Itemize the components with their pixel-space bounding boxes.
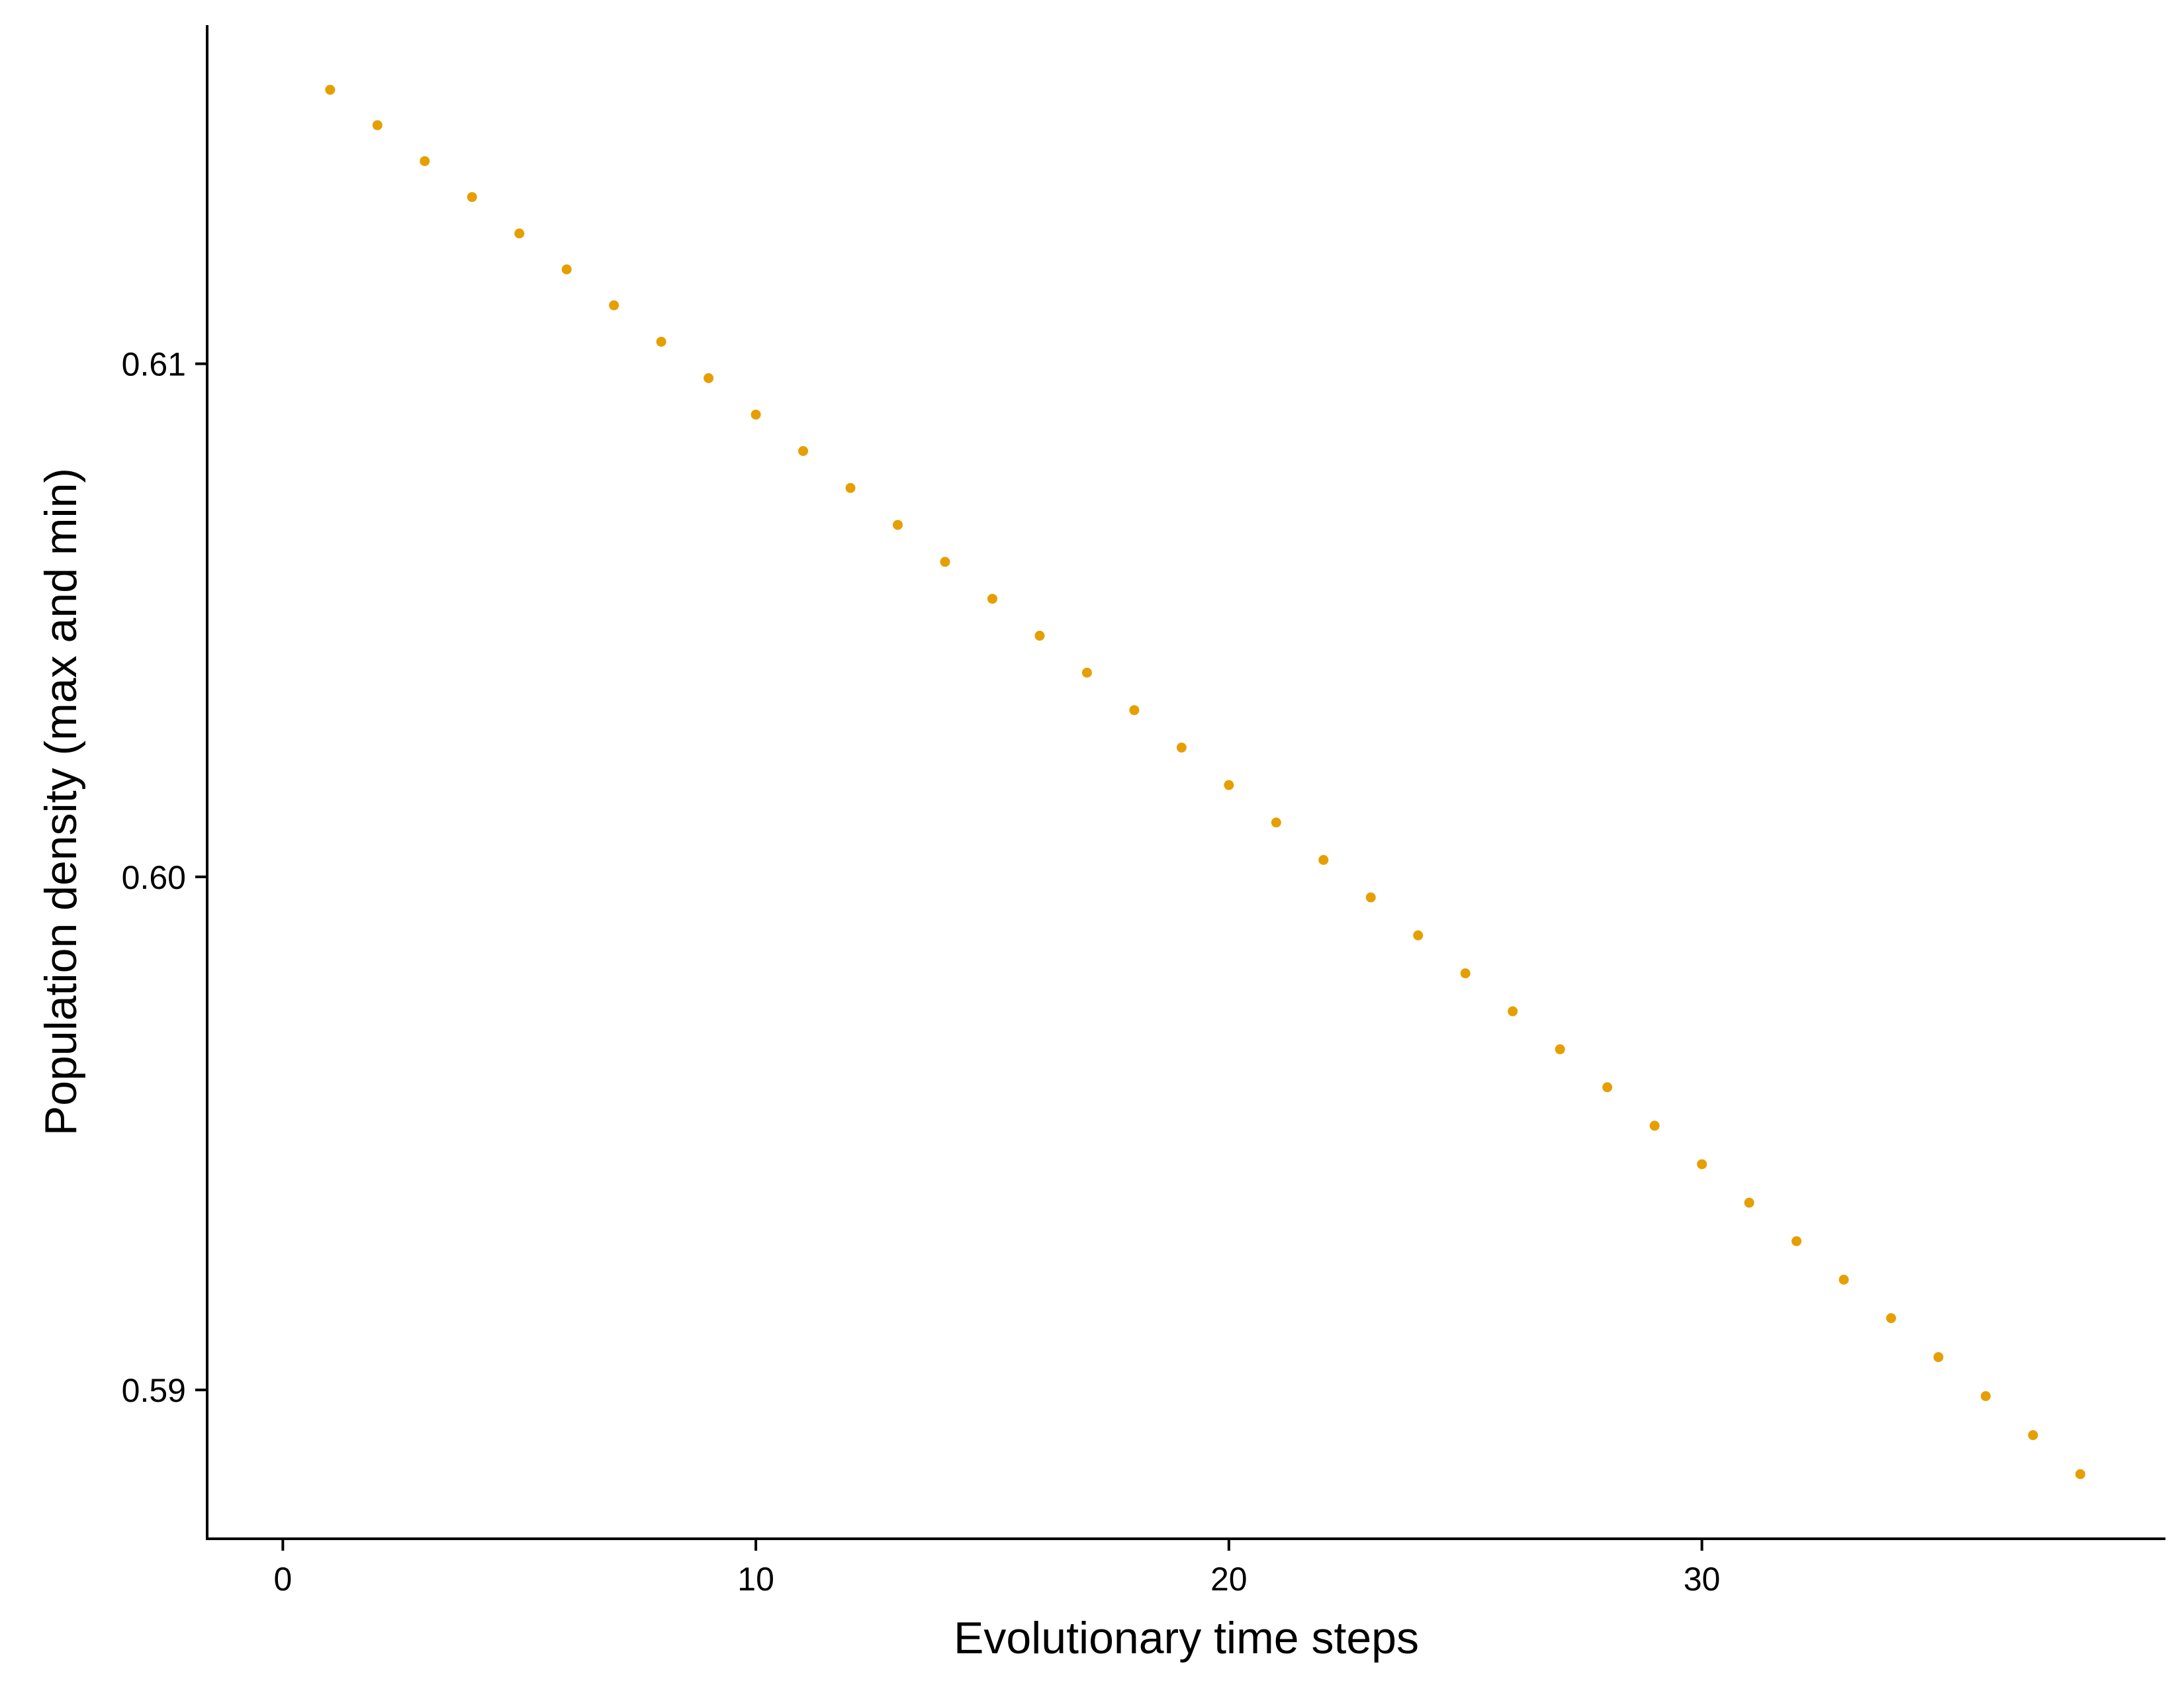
data-point: [1176, 743, 1187, 753]
data-point: [656, 336, 666, 347]
data-point: [1697, 1159, 1707, 1169]
data-point: [798, 445, 809, 456]
data-point: [1886, 1313, 1896, 1324]
y-axis-ticks: 0.59 0.60 0.61: [122, 346, 207, 1409]
data-point: [1034, 631, 1045, 641]
x-tick-label: 0: [273, 1561, 292, 1598]
data-point: [1933, 1352, 1944, 1363]
data-point: [325, 85, 336, 95]
data-point: [1508, 1006, 1518, 1017]
data-point: [845, 482, 856, 493]
data-point: [1980, 1391, 1991, 1401]
data-point: [1839, 1274, 1849, 1285]
data-point: [751, 409, 761, 420]
data-point: [1649, 1120, 1660, 1131]
data-point: [372, 120, 383, 130]
data-point: [987, 594, 997, 604]
x-axis-ticks: 0 10 20 30: [273, 1539, 1720, 1598]
y-axis-title: Population density (max and min): [36, 468, 86, 1136]
y-tick-label: 0.60: [122, 859, 186, 896]
data-point: [704, 373, 714, 383]
data-point: [1365, 892, 1376, 903]
data-point: [1224, 780, 1234, 790]
y-tick-label: 0.59: [122, 1372, 186, 1409]
data-point: [561, 264, 572, 275]
data-point: [1460, 968, 1471, 979]
data-point: [1744, 1197, 1754, 1208]
data-point: [1271, 817, 1281, 828]
data-point: [940, 557, 950, 567]
data-point: [1602, 1082, 1613, 1093]
x-tick-label: 10: [737, 1561, 774, 1598]
data-point: [2075, 1469, 2085, 1479]
x-axis-title: Evolutionary time steps: [954, 1613, 1419, 1663]
data-points: [325, 85, 2085, 1479]
x-tick-label: 20: [1210, 1561, 1248, 1598]
data-point: [609, 300, 619, 310]
data-point: [1081, 667, 1092, 678]
data-point: [1555, 1044, 1565, 1054]
data-point: [1318, 854, 1329, 865]
data-point: [514, 228, 525, 239]
y-tick-label: 0.61: [122, 346, 186, 383]
x-tick-label: 30: [1684, 1561, 1721, 1598]
data-point: [420, 156, 430, 166]
data-point: [2028, 1430, 2038, 1440]
data-point: [1792, 1236, 1802, 1246]
axes: [206, 25, 2165, 1540]
data-point: [893, 520, 903, 530]
data-point: [1413, 930, 1424, 940]
data-point: [1129, 705, 1140, 715]
data-point: [467, 192, 477, 203]
